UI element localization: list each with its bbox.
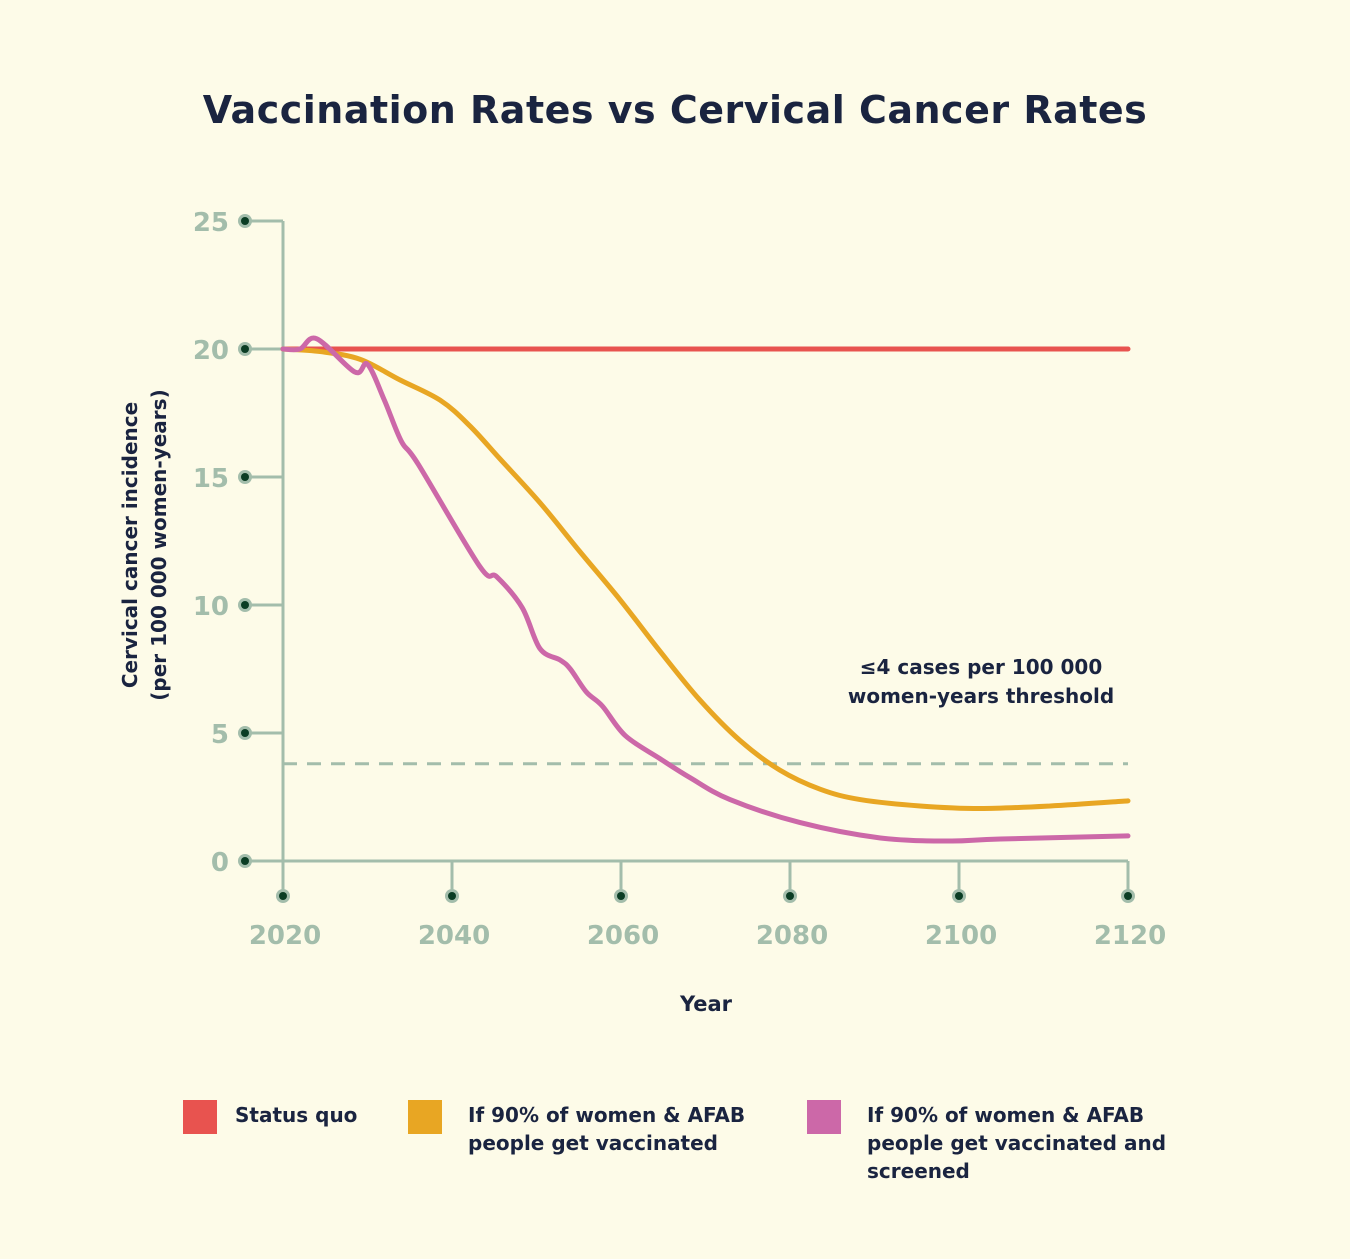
x-tick-label: 2060 — [587, 921, 659, 951]
chart-title: Vaccination Rates vs Cervical Cancer Rat… — [202, 88, 1148, 132]
legend-label: If 90% of women & AFAB people get vaccina… — [867, 1101, 1166, 1185]
x-axis-label: Year — [679, 992, 733, 1016]
x-tick-dot — [448, 892, 456, 900]
legend-label-line: If 90% of women & AFAB — [867, 1103, 1145, 1127]
series-line-vaccinated-screened — [280, 335, 1131, 844]
y-tick-dot — [241, 473, 249, 481]
legend-swatch — [408, 1100, 442, 1134]
series-line-vaccinated — [280, 346, 1131, 812]
x-tick-label: 2100 — [925, 921, 997, 951]
y-axis-label-line1: Cervical cancer incidence — [118, 402, 142, 688]
legend-label-line: If 90% of women & AFAB — [468, 1103, 746, 1127]
x-tick-label: 2120 — [1094, 921, 1166, 951]
x-tick-label: 2040 — [418, 921, 490, 951]
legend-swatch — [183, 1100, 217, 1134]
threshold-label-line2: women-years threshold — [848, 684, 1114, 708]
y-tick-label: 20 — [193, 336, 229, 366]
x-tick-label: 2020 — [249, 921, 321, 951]
legend-label-line: people get vaccinated — [468, 1131, 718, 1155]
y-tick-dot — [241, 729, 249, 737]
legend-swatch — [807, 1100, 841, 1134]
x-tick-dot — [786, 892, 794, 900]
y-tick-dot — [241, 857, 249, 865]
legend-label-line: screened — [867, 1159, 970, 1183]
legend-item: If 90% of women & AFAB people get vaccina… — [807, 1100, 1166, 1185]
legend-label: Status quo — [235, 1101, 357, 1129]
x-tick-dot — [1124, 892, 1132, 900]
x-tick-dot — [617, 892, 625, 900]
series-lines — [280, 335, 1131, 844]
y-tick-label: 5 — [211, 720, 229, 750]
legend-label-line: people get vaccinated and — [867, 1131, 1167, 1155]
y-axis-label-line2: (per 100 000 women-years) — [147, 389, 171, 700]
x-tick-dot — [279, 892, 287, 900]
y-tick-dot — [241, 601, 249, 609]
y-tick-label: 15 — [193, 464, 229, 494]
legend-label-line: Status quo — [235, 1103, 358, 1127]
x-tick-label: 2080 — [756, 921, 828, 951]
axes: 0 5 10 15 20 25 2020 2040 2060 2080 2100 2120 — [193, 208, 1166, 951]
y-tick-label: 0 — [211, 848, 229, 878]
y-tick-label: 10 — [193, 592, 229, 622]
legend-label: If 90% of women & AFAB people get vaccina… — [468, 1101, 745, 1157]
legend-item: Status quo — [183, 1100, 357, 1134]
legend-item: If 90% of women & AFAB people get vaccina… — [408, 1100, 745, 1157]
y-tick-label: 25 — [193, 208, 229, 238]
y-tick-dot — [241, 345, 249, 353]
x-tick-dot — [955, 892, 963, 900]
threshold-label-line1: ≤4 cases per 100 000 — [860, 655, 1103, 679]
y-tick-dot — [241, 217, 249, 225]
